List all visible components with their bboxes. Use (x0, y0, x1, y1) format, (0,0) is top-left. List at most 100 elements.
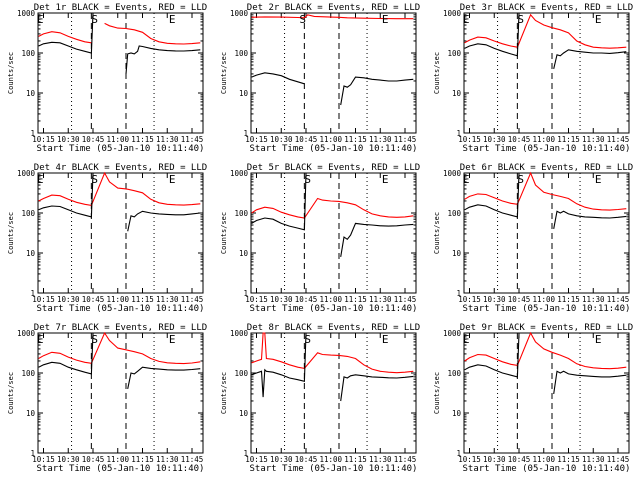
y-tick-label: 100 (447, 209, 461, 218)
series-events-line (38, 12, 94, 54)
x-tick-label: 11:30 (582, 295, 605, 304)
event-marker-e: E (382, 13, 389, 26)
chart-panel-7: Det 7r BLACK = Events, RED = LLD 1 10 100 10… (7, 323, 207, 474)
y-tick-label: 1000 (443, 329, 462, 338)
event-marker-e: E (463, 13, 470, 26)
x-tick-label: 11:15 (344, 295, 367, 304)
y-tick-label: 1 (456, 449, 461, 458)
series-lld-line (464, 171, 627, 211)
x-tick-label: 11:00 (532, 135, 555, 144)
series-events-line (553, 210, 627, 230)
x-tick-label: 11:30 (369, 135, 392, 144)
y-axis-label: Counts/sec (220, 52, 228, 94)
y-axis-label: Counts/sec (220, 212, 228, 254)
y-axis-label: Counts/sec (433, 52, 441, 94)
y-tick-label: 1000 (17, 329, 36, 338)
series-events-line (127, 366, 201, 390)
plot-frame (250, 332, 417, 454)
series-events-line (38, 172, 94, 218)
plot-frame (463, 12, 630, 134)
y-tick-label: 10 (239, 249, 249, 258)
x-tick-label: 11:00 (532, 455, 555, 464)
series-events-line (38, 332, 94, 375)
series-lld-line (251, 14, 414, 20)
y-tick-label: 10 (239, 409, 249, 418)
x-axis-label: Start Time (05-Jan-10 10:11:40) (250, 144, 418, 154)
x-tick-label: 11:45 (607, 455, 630, 464)
chart-title: Det 7r BLACK = Events, RED = LLD (34, 323, 207, 333)
plot-frame (37, 332, 204, 454)
y-tick-label: 1 (30, 289, 35, 298)
event-marker-s: S (91, 333, 98, 346)
event-marker-s: S (517, 173, 524, 186)
event-marker-e: E (382, 333, 389, 346)
y-tick-label: 1000 (230, 329, 249, 338)
x-tick-label: 11:15 (557, 135, 580, 144)
x-tick-label: 11:45 (181, 295, 204, 304)
series-events-line (251, 72, 305, 85)
chart-panel-9: Det 9r BLACK = Events, RED = LLD 1 10 100 10… (433, 323, 633, 474)
x-tick-label: 10:30 (57, 455, 80, 464)
chart-title: Det 8r BLACK = Events, RED = LLD (247, 323, 420, 333)
x-axis-label: Start Time (05-Jan-10 10:11:40) (250, 464, 418, 474)
y-axis-label: Counts/sec (433, 372, 441, 414)
x-tick-label: 11:15 (344, 135, 367, 144)
x-tick-label: 10:15 (458, 295, 481, 304)
series-lld-line (38, 31, 92, 44)
y-tick-label: 10 (452, 89, 462, 98)
y-tick-label: 1 (456, 289, 461, 298)
series-events-line (553, 370, 627, 394)
x-tick-label: 10:15 (32, 295, 55, 304)
x-tick-label: 11:45 (181, 455, 204, 464)
y-tick-label: 1000 (230, 9, 249, 18)
x-tick-label: 11:30 (582, 455, 605, 464)
y-axis-label: Counts/sec (7, 52, 15, 94)
series-events-line (127, 210, 201, 232)
chart-title: Det 5r BLACK = Events, RED = LLD (247, 163, 420, 173)
series-lld-line (464, 331, 627, 370)
x-tick-label: 11:30 (156, 135, 179, 144)
y-tick-label: 10 (26, 89, 36, 98)
y-axis-label: Counts/sec (220, 372, 228, 414)
chart-title: Det 1r BLACK = Events, RED = LLD (34, 3, 207, 13)
chart-panel-5: Det 5r BLACK = Events, RED = LLD 1 10 100 10… (220, 163, 420, 314)
x-tick-label: 11:15 (131, 135, 154, 144)
x-tick-label: 11:15 (131, 455, 154, 464)
event-marker-e: E (169, 13, 176, 26)
x-tick-label: 11:15 (344, 455, 367, 464)
x-tick-label: 10:30 (270, 135, 293, 144)
x-tick-label: 11:45 (394, 455, 417, 464)
y-tick-label: 10 (26, 409, 36, 418)
series-events-line (464, 172, 520, 218)
y-tick-label: 10 (239, 89, 249, 98)
x-tick-label: 10:45 (82, 135, 105, 144)
x-tick-label: 11:15 (557, 295, 580, 304)
y-tick-label: 100 (234, 369, 248, 378)
event-marker-e: E (595, 333, 602, 346)
y-tick-label: 100 (21, 209, 35, 218)
x-tick-label: 11:30 (369, 295, 392, 304)
y-tick-label: 1 (30, 449, 35, 458)
y-tick-label: 100 (21, 49, 35, 58)
y-tick-label: 1 (243, 449, 248, 458)
y-tick-label: 1 (30, 129, 35, 138)
chart-title: Det 9r BLACK = Events, RED = LLD (460, 323, 633, 333)
x-tick-label: 11:00 (319, 295, 342, 304)
series-lld-line (38, 171, 201, 207)
series-events-line (340, 76, 414, 106)
chart-panel-3: Det 3r BLACK = Events, RED = LLD 1 10 100 10… (433, 3, 633, 154)
x-tick-label: 11:00 (532, 295, 555, 304)
x-tick-label: 11:00 (319, 135, 342, 144)
x-tick-label: 10:45 (508, 295, 531, 304)
series-lld-line (38, 331, 201, 365)
y-tick-label: 100 (234, 49, 248, 58)
event-marker-e: E (169, 333, 176, 346)
y-tick-label: 100 (447, 49, 461, 58)
series-events-line (553, 49, 627, 70)
x-tick-label: 11:15 (131, 295, 154, 304)
event-marker-s: S (304, 333, 311, 346)
chart-title: Det 2r BLACK = Events, RED = LLD (247, 3, 420, 13)
event-marker-s: S (299, 13, 306, 26)
x-axis-label: Start Time (05-Jan-10 10:11:40) (37, 464, 205, 474)
